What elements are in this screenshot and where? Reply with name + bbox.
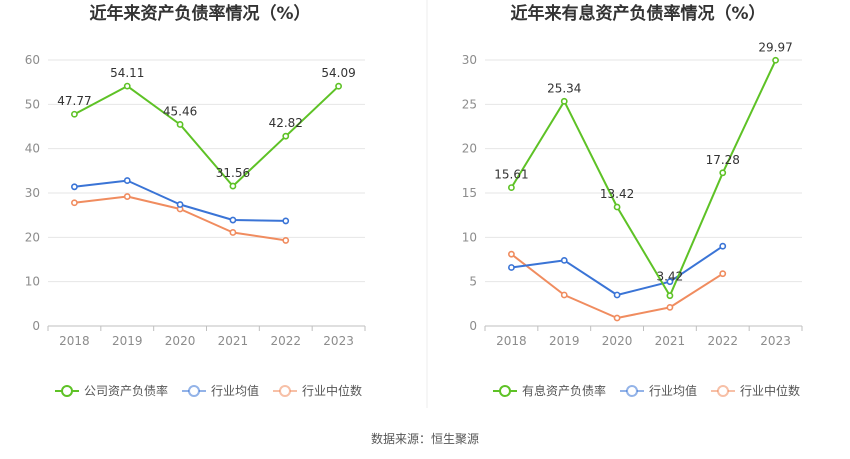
legend-label: 有息资产负债率: [522, 383, 606, 398]
y-tick-label: 5: [469, 275, 477, 289]
legend-swatch-marker: [61, 385, 73, 397]
y-tick-label: 25: [462, 97, 477, 111]
y-tick-label: 30: [25, 186, 40, 200]
data-label: 15.61: [494, 168, 528, 182]
data-point: [123, 193, 131, 200]
data-point: [772, 56, 779, 64]
data-point: [666, 303, 674, 311]
y-tick-label: 0: [469, 319, 477, 333]
data-point: [229, 182, 237, 190]
legend-label: 行业中位数: [740, 383, 800, 398]
series-line: [73, 85, 340, 188]
legend-label: 行业中位数: [302, 383, 362, 398]
y-tick-label: 50: [25, 97, 40, 111]
y-tick-label: 30: [462, 53, 477, 67]
x-tick-label: 2022: [707, 334, 738, 348]
data-point: [560, 256, 568, 264]
data-point: [613, 314, 621, 322]
legend-item: 有息资产负债率: [493, 383, 606, 398]
data-point: [719, 169, 727, 177]
legend-label: 公司资产负债率: [84, 383, 168, 398]
data-point: [282, 237, 290, 244]
legend-item: 行业均值: [182, 383, 259, 398]
data-point: [123, 82, 131, 90]
chart-title: 近年来资产负债率情况（%）: [89, 3, 310, 24]
x-tick-label: 2023: [323, 334, 354, 348]
y-tick-label: 20: [462, 142, 477, 156]
x-tick-label: 2021: [655, 334, 686, 348]
series-line: [510, 59, 777, 297]
y-tick-label: 20: [25, 230, 40, 244]
data-label: 54.11: [110, 66, 144, 80]
chart-panel-2: 近年来有息资产负债率情况（%） 0 5 10 15 20 25 30 2018 2019 2020 2…: [462, 3, 803, 398]
source-note: 数据来源：恒生聚源: [371, 431, 479, 446]
data-label: 31.56: [216, 166, 250, 180]
data-point: [560, 97, 568, 105]
y-tick-label: 10: [462, 230, 477, 244]
y-tick-label: 0: [32, 319, 40, 333]
data-label: 45.46: [163, 104, 197, 118]
data-point: [176, 201, 184, 208]
data-label: 54.09: [321, 66, 355, 80]
y-tick-label: 15: [462, 186, 477, 200]
data-point: [719, 242, 727, 250]
data-point: [71, 110, 78, 118]
legend-label: 行业均值: [211, 383, 259, 398]
data-label: 3.42: [657, 270, 684, 284]
series-line: [74, 179, 286, 222]
legend-swatch-marker: [499, 385, 511, 397]
data-point: [508, 264, 515, 271]
data-point: [71, 183, 78, 191]
data-point: [282, 132, 290, 140]
y-tick-label: 40: [25, 142, 40, 156]
data-label: 29.97: [758, 40, 792, 54]
x-tick-label: 2021: [218, 334, 249, 348]
x-tick-label: 2018: [496, 334, 527, 348]
data-label: 42.82: [269, 116, 303, 130]
chart-panel-1: 近年来资产负债率情况（%） 0 10 20 30 40 50 60 2018 2019 2020 20…: [25, 3, 366, 398]
data-point: [176, 121, 184, 128]
x-tick-label: 2018: [59, 334, 90, 348]
legend-swatch-marker: [717, 385, 729, 397]
data-point: [123, 177, 131, 184]
data-label: 17.28: [706, 153, 740, 167]
data-point: [613, 203, 621, 211]
data-point: [508, 184, 515, 191]
data-point: [71, 199, 78, 207]
x-tick-label: 2020: [165, 334, 196, 348]
data-label: 47.77: [57, 94, 91, 108]
chart-title: 近年来有息资产负债率情况（%）: [510, 3, 765, 24]
x-tick-label: 2023: [760, 334, 791, 348]
legend-item: 行业中位数: [711, 383, 800, 398]
y-tick-label: 60: [25, 53, 40, 67]
legend-item: 公司资产负债率: [55, 383, 168, 398]
legend-item: 行业中位数: [273, 383, 362, 398]
x-tick-label: 2019: [112, 334, 143, 348]
data-point: [229, 229, 237, 236]
y-tick-label: 10: [25, 275, 40, 289]
data-point: [508, 250, 515, 258]
legend-swatch-marker: [279, 385, 291, 397]
x-tick-label: 2019: [549, 334, 580, 348]
data-point: [719, 270, 727, 278]
data-point: [666, 292, 674, 300]
data-point: [666, 278, 674, 286]
data-point: [282, 217, 290, 225]
data-point: [560, 291, 568, 299]
legend-swatch-marker: [188, 385, 200, 397]
x-tick-label: 2020: [602, 334, 633, 348]
data-point: [229, 216, 237, 224]
legend-swatch-marker: [626, 385, 638, 397]
data-point: [335, 82, 342, 90]
legend-item: 行业均值: [620, 383, 697, 398]
x-tick-label: 2022: [270, 334, 301, 348]
legend-label: 行业均值: [649, 383, 697, 398]
data-label: 13.42: [600, 187, 634, 201]
data-label: 25.34: [547, 81, 581, 95]
data-point: [613, 291, 621, 299]
series-line: [511, 245, 724, 296]
